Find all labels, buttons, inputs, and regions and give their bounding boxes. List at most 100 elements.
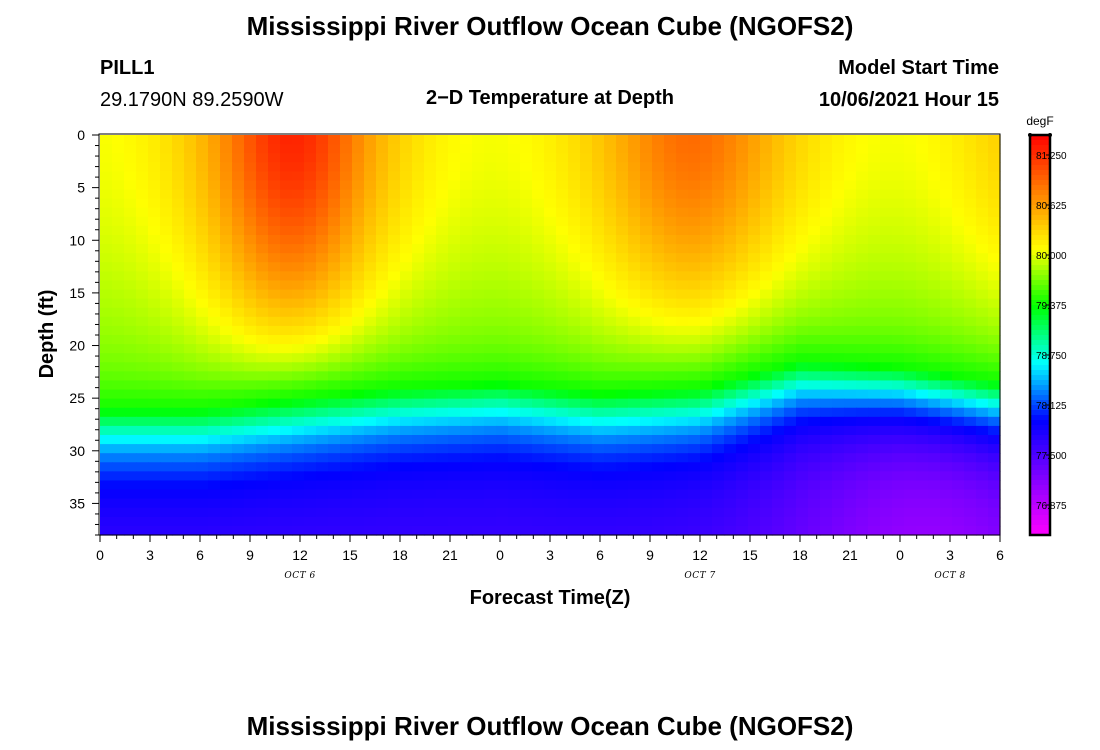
- heatmap-cell: [556, 498, 569, 509]
- heatmap-cell: [208, 507, 221, 518]
- heatmap-cell: [712, 462, 725, 472]
- colorbar-segment: [1030, 495, 1050, 501]
- heatmap-cell: [292, 298, 305, 309]
- heatmap-cell: [148, 135, 161, 145]
- heatmap-cell: [448, 416, 461, 427]
- heatmap-cell: [508, 153, 521, 163]
- heatmap-cell: [640, 289, 653, 300]
- heatmap-cell: [880, 180, 893, 191]
- heatmap-cell: [736, 453, 749, 463]
- heatmap-cell: [724, 344, 737, 354]
- heatmap-cell: [760, 253, 773, 263]
- heatmap-cell: [952, 162, 965, 172]
- heatmap-cell: [640, 207, 653, 218]
- heatmap-cell: [988, 435, 1001, 445]
- heatmap-cell: [340, 416, 353, 427]
- heatmap-cell: [760, 344, 773, 354]
- heatmap-cell: [904, 144, 917, 154]
- heatmap-cell: [172, 462, 185, 472]
- heatmap-cell: [160, 307, 173, 318]
- heatmap-cell: [532, 389, 545, 400]
- heatmap-cell: [580, 135, 593, 145]
- heatmap-cell: [232, 244, 245, 254]
- heatmap-cell: [376, 480, 389, 491]
- heatmap-cell: [724, 435, 737, 445]
- heatmap-cell: [736, 371, 749, 382]
- heatmap-cell: [568, 435, 581, 445]
- heatmap-cell: [880, 262, 893, 272]
- heatmap-cell: [376, 371, 389, 382]
- colorbar-segment: [1030, 160, 1050, 166]
- heatmap-cell: [712, 498, 725, 509]
- heatmap-cell: [496, 198, 509, 209]
- heatmap-cell: [580, 416, 593, 427]
- heatmap-cell: [100, 253, 113, 263]
- heatmap-cell: [280, 253, 293, 263]
- heatmap-cell: [676, 353, 689, 363]
- heatmap-cell: [856, 444, 869, 454]
- heatmap-cell: [772, 280, 785, 291]
- heatmap-cell: [628, 398, 641, 409]
- heatmap-cell: [724, 271, 737, 282]
- heatmap-cell: [940, 216, 953, 227]
- heatmap-cell: [232, 289, 245, 300]
- heatmap-cell: [388, 416, 401, 427]
- heatmap-cell: [940, 344, 953, 354]
- heatmap-cell: [916, 144, 929, 154]
- heatmap-cell: [448, 462, 461, 472]
- heatmap-cell: [280, 153, 293, 163]
- heatmap-cell: [244, 380, 257, 391]
- heatmap-cell: [184, 489, 197, 500]
- heatmap-cell: [700, 335, 713, 345]
- heatmap-cell: [316, 480, 329, 491]
- heatmap-cell: [964, 380, 977, 391]
- heatmap-cell: [784, 198, 797, 209]
- heatmap-cell: [388, 153, 401, 163]
- heatmap-cell: [892, 253, 905, 263]
- heatmap-cell: [376, 380, 389, 391]
- heatmap-cell: [412, 198, 425, 209]
- heatmap-cell: [304, 325, 317, 336]
- heatmap-cell: [508, 335, 521, 345]
- heatmap-cell: [184, 189, 197, 200]
- heatmap-cell: [220, 144, 233, 154]
- heatmap-cell: [472, 271, 485, 282]
- heatmap-cell: [304, 453, 317, 463]
- heatmap-cell: [436, 307, 449, 318]
- heatmap-cell: [508, 398, 521, 409]
- heatmap-cell: [952, 298, 965, 309]
- colorbar-segment: [1030, 415, 1050, 421]
- colorbar-segment: [1030, 270, 1050, 276]
- heatmap-cell: [580, 453, 593, 463]
- heatmap-cell: [532, 344, 545, 354]
- heatmap-cell: [808, 398, 821, 409]
- heatmap-cell: [760, 416, 773, 427]
- heatmap-cell: [988, 398, 1001, 409]
- heatmap-cell: [388, 316, 401, 327]
- heatmap-cell: [148, 280, 161, 291]
- heatmap-cell: [496, 507, 509, 518]
- heatmap-cell: [796, 507, 809, 518]
- heatmap-cell: [532, 425, 545, 436]
- heatmap-cell: [316, 380, 329, 391]
- x-tick-label: 0: [96, 547, 104, 563]
- heatmap-cell: [724, 489, 737, 500]
- heatmap-cell: [208, 280, 221, 291]
- heatmap-cell: [640, 216, 653, 227]
- heatmap-cell: [760, 353, 773, 363]
- heatmap-cell: [928, 416, 941, 427]
- heatmap-cell: [328, 335, 341, 345]
- heatmap-cell: [508, 525, 521, 536]
- heatmap-cell: [664, 498, 677, 509]
- heatmap-cell: [772, 307, 785, 318]
- heatmap-cell: [868, 344, 881, 354]
- heatmap-cell: [772, 180, 785, 191]
- heatmap-cell: [136, 416, 149, 427]
- heatmap-cell: [244, 325, 257, 336]
- colorbar-segment: [1030, 140, 1050, 146]
- heatmap-cell: [868, 353, 881, 363]
- heatmap-cell: [664, 135, 677, 145]
- heatmap-cell: [412, 462, 425, 472]
- heatmap-cell: [652, 435, 665, 445]
- colorbar-segment: [1030, 250, 1050, 256]
